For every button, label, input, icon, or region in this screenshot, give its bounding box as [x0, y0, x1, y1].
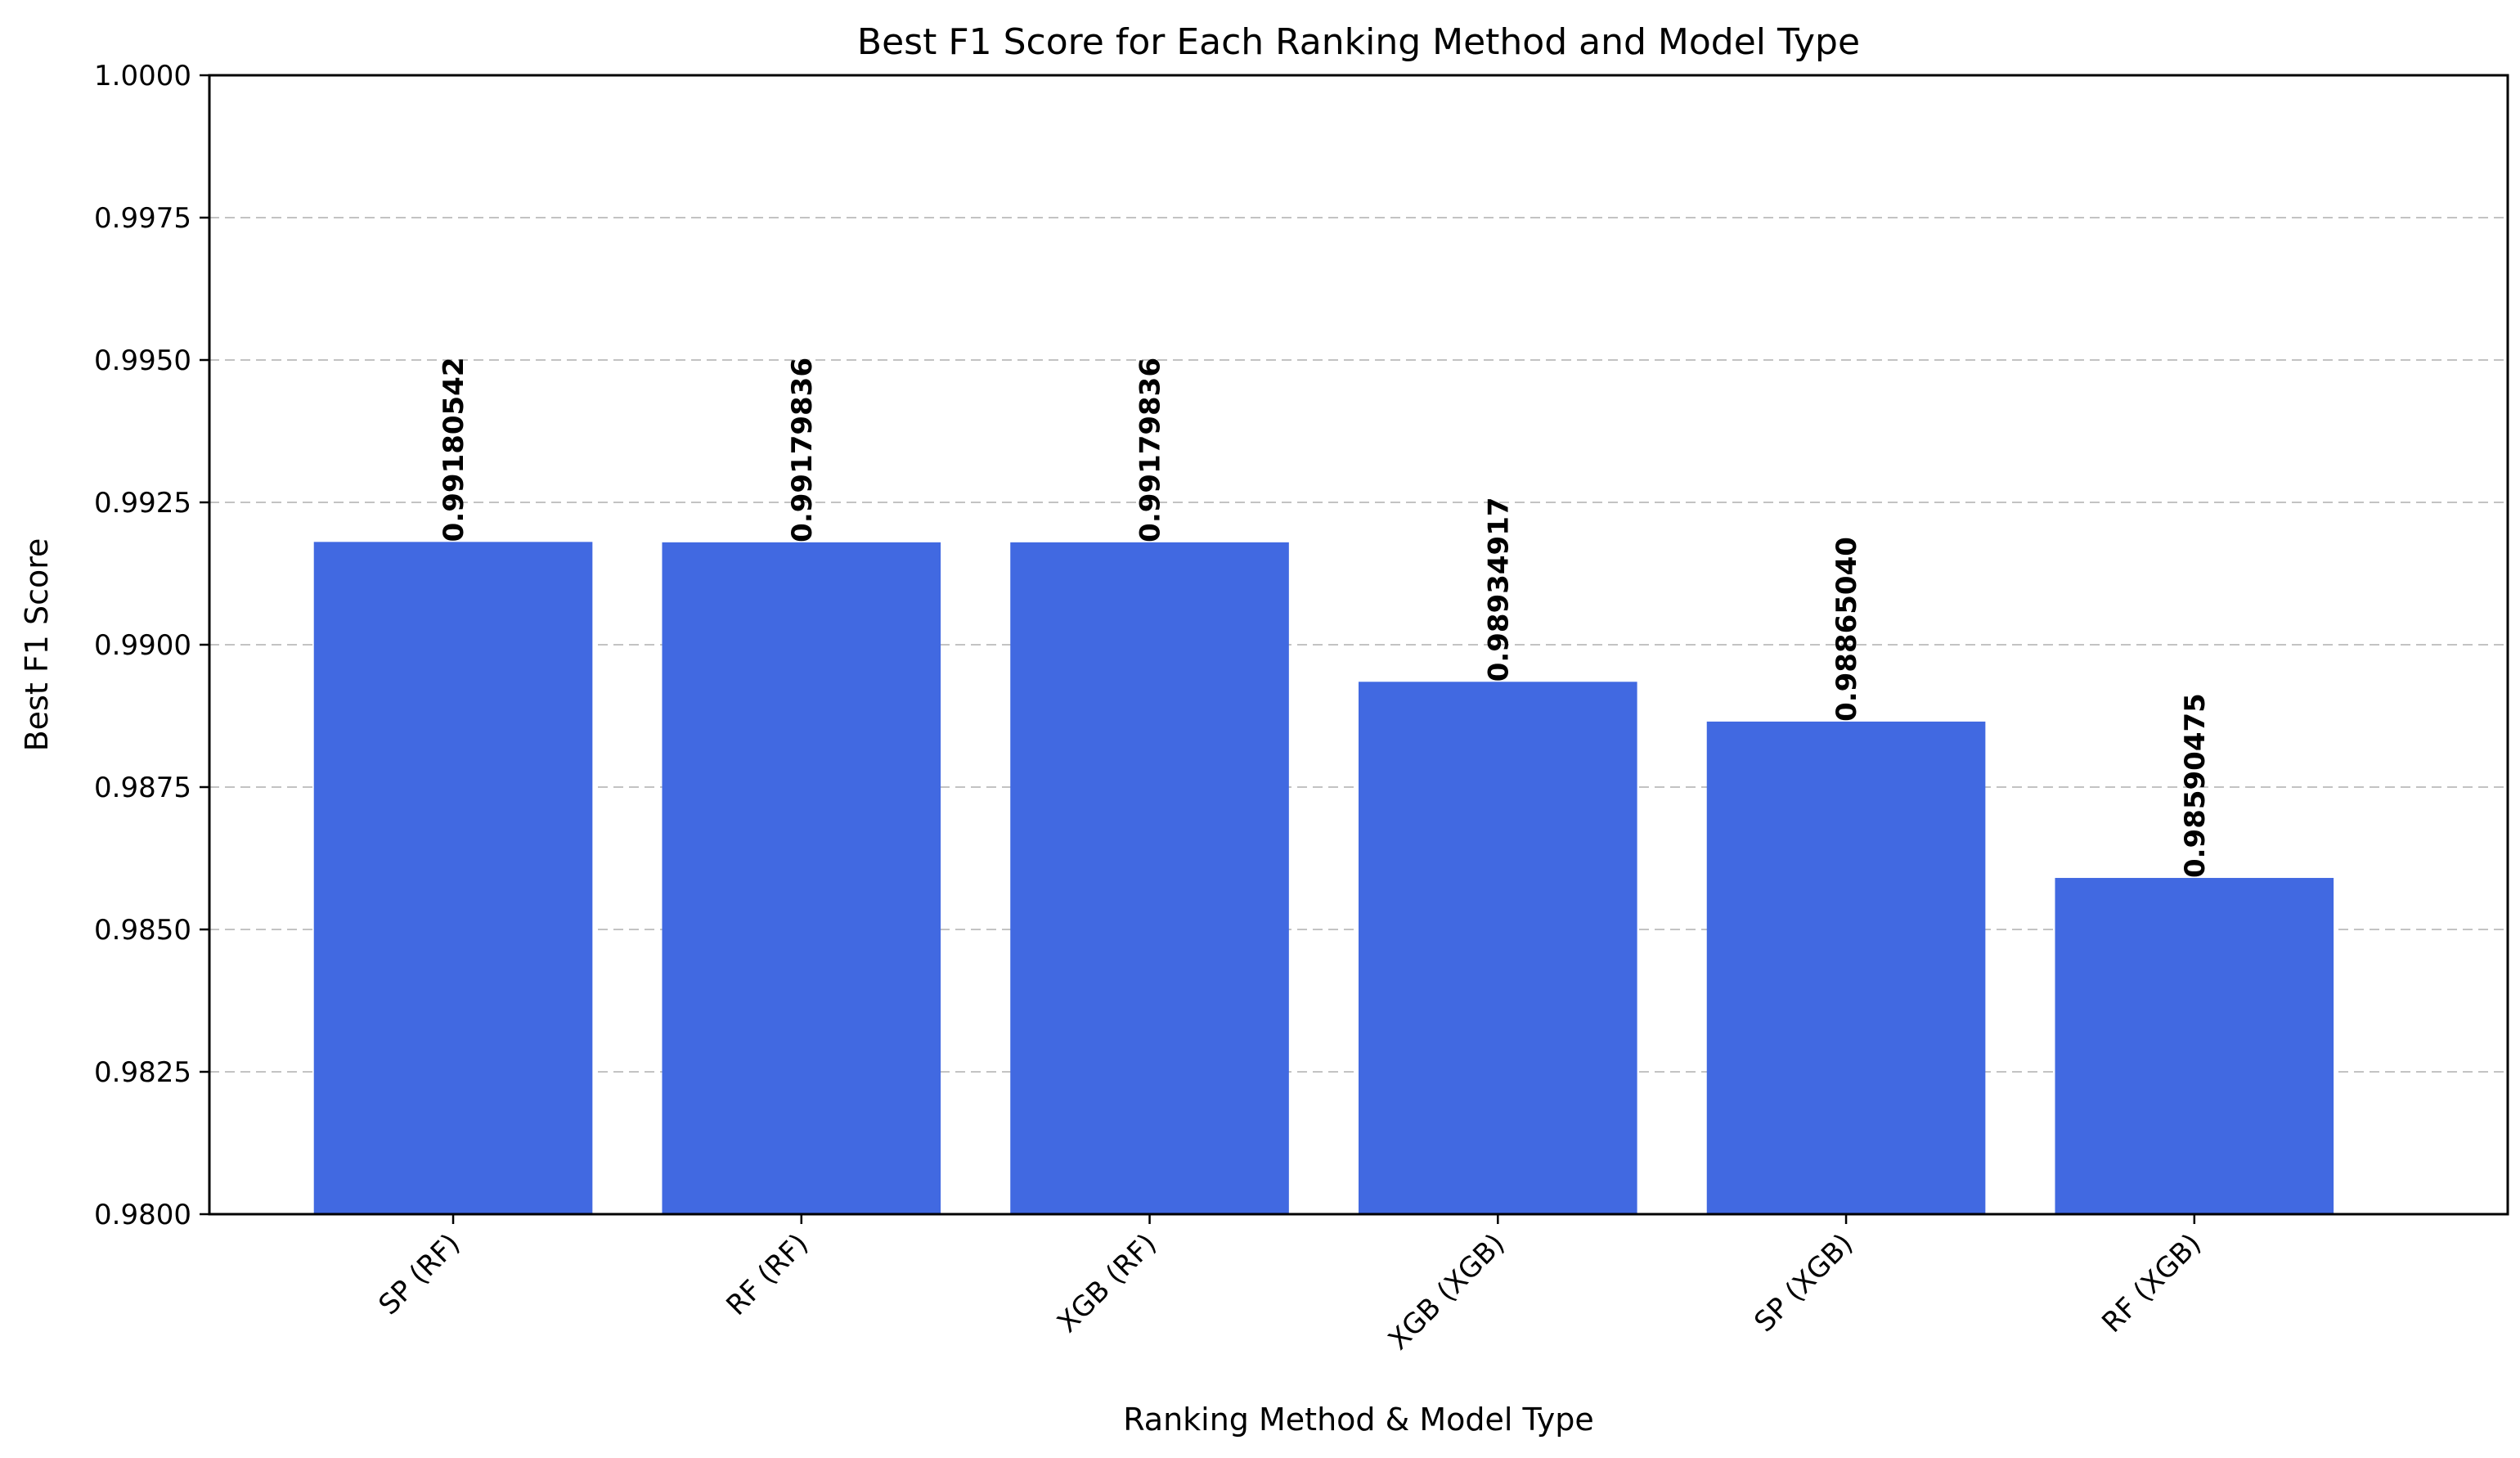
bar-value-label: 0.98865040 — [1830, 537, 1863, 722]
bar-value-label: 0.99179836 — [786, 358, 819, 542]
bars — [314, 542, 2334, 1214]
bar-value-label: 0.99179836 — [1134, 358, 1167, 542]
x-tick-label: SP (XGB) — [1748, 1227, 1859, 1339]
bar — [2055, 878, 2334, 1214]
x-tick-label: SP (RF) — [372, 1227, 466, 1321]
x-tick-label: RF (RF) — [720, 1227, 815, 1322]
y-tick-label: 0.9850 — [94, 914, 191, 947]
y-tick-label: 0.9950 — [94, 344, 191, 377]
bar-value-label: 0.98590475 — [2179, 693, 2212, 878]
y-tick-label: 0.9975 — [94, 202, 191, 235]
y-tick-label: 0.9925 — [94, 487, 191, 520]
y-tick-label: 1.0000 — [94, 60, 191, 92]
chart-title: Best F1 Score for Each Ranking Method an… — [857, 21, 1860, 63]
bar — [314, 542, 593, 1214]
x-tick-label: RF (XGB) — [2096, 1227, 2208, 1339]
x-axis-label: Ranking Method & Model Type — [1123, 1402, 1594, 1438]
y-tick-label: 0.9900 — [94, 629, 191, 662]
bar — [1707, 722, 1986, 1214]
bar — [1359, 682, 1637, 1214]
y-tick-label: 0.9825 — [94, 1056, 191, 1089]
y-axis-ticks: 0.9800 0.9825 0.9850 0.9875 0.9900 0.9925 0.99… — [94, 60, 209, 1231]
y-tick-label: 0.9800 — [94, 1199, 191, 1231]
x-axis-ticks: SP (RF) RF (RF) XGB (RF) XGB (XGB) SP (XGB) R… — [372, 1214, 2208, 1357]
bar-value-label: 0.99180542 — [438, 357, 470, 542]
x-tick-label: XGB (XGB) — [1382, 1227, 1512, 1357]
bar-value-label: 0.98934917 — [1482, 497, 1515, 682]
bar — [1010, 542, 1289, 1214]
x-tick-label: XGB (RF) — [1051, 1227, 1163, 1339]
y-axis-label: Best F1 Score — [19, 538, 55, 752]
y-tick-label: 0.9875 — [94, 772, 191, 804]
bar — [662, 542, 941, 1214]
